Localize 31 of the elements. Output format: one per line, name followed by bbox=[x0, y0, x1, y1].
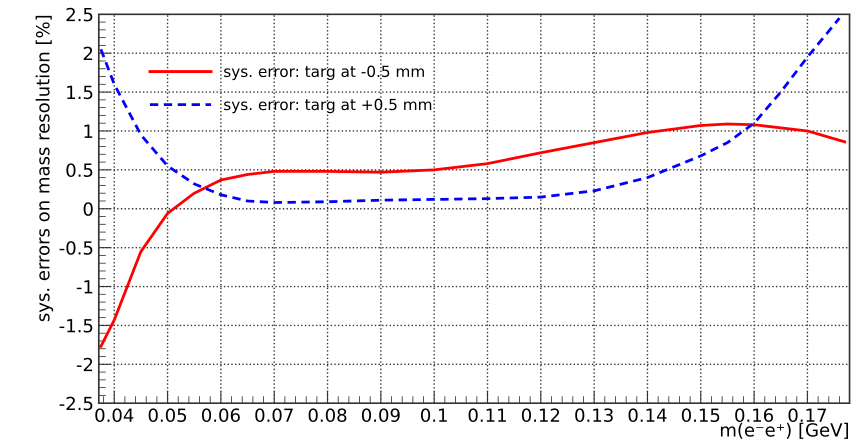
x-tick-label: 0.11 bbox=[468, 408, 506, 422]
x-tick-label: 0.14 bbox=[628, 408, 667, 422]
y-tick-label: 2 bbox=[84, 46, 92, 60]
legend-label: sys. error: targ at +0.5 mm bbox=[224, 98, 432, 114]
x-tick-label: 0.04 bbox=[95, 408, 134, 422]
y-tick-label: -0.5 bbox=[60, 241, 92, 255]
x-tick-label: 0.1 bbox=[421, 408, 447, 422]
y-tick-label: -1.5 bbox=[60, 319, 92, 333]
y-tick-label: -1 bbox=[76, 280, 92, 294]
x-tick-label: 0.13 bbox=[575, 408, 613, 422]
x-tick-label: 0.16 bbox=[735, 408, 774, 422]
legend-label: sys. error: targ at -0.5 mm bbox=[224, 66, 424, 80]
y-tick-label: -2 bbox=[76, 358, 92, 372]
y-tick-label: 1.5 bbox=[67, 86, 92, 100]
x-tick-label: 0.05 bbox=[148, 408, 186, 422]
x-tick-label: 0.09 bbox=[362, 408, 400, 422]
line-series bbox=[100, 16, 841, 204]
x-tick-label: 0.12 bbox=[522, 408, 560, 422]
y-tick-label: 2.5 bbox=[66, 8, 92, 22]
x-tick-label: 0.07 bbox=[255, 408, 293, 422]
y-tick-label: 0 bbox=[84, 202, 93, 216]
x-tick-label: 0.17 bbox=[788, 408, 826, 422]
x-tick-label: 0.06 bbox=[202, 408, 240, 422]
line-series bbox=[100, 122, 846, 348]
x-tick-label: 0.15 bbox=[682, 408, 720, 422]
x-axis-title: m(e⁻e⁺) [GeV] bbox=[720, 422, 848, 439]
y-tick-label: -2.5 bbox=[60, 396, 92, 410]
x-tick-label: 0.08 bbox=[308, 408, 346, 422]
y-axis-title: sys. errors on mass resolution [%] bbox=[36, 16, 54, 322]
y-tick-label: 0.5 bbox=[66, 163, 92, 177]
y-tick-label: 1 bbox=[84, 124, 92, 138]
